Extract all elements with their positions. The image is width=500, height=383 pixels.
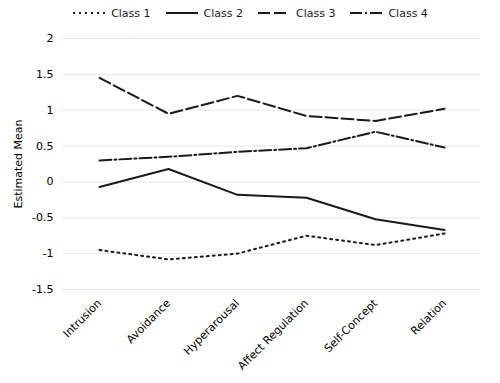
svg-text:Relation: Relation	[408, 297, 449, 338]
svg-text:1: 1	[47, 104, 54, 117]
svg-text:Self-Concept: Self-Concept	[322, 296, 381, 355]
svg-text:0.5: 0.5	[36, 140, 54, 153]
html-text:Class 4: Class 4	[388, 6, 428, 20]
svg-text:-1.5: -1.5	[32, 283, 53, 296]
svg-text:Intrusion: Intrusion	[61, 297, 105, 341]
svg-text:Affect Regulation: Affect Regulation	[235, 297, 311, 373]
html-text:Class 2: Class 2	[203, 6, 243, 20]
svg-text:-0.5: -0.5	[32, 211, 53, 224]
svg-text:Estimated Mean: Estimated Mean	[12, 119, 25, 208]
svg-text:0: 0	[47, 175, 54, 188]
svg-text:Hyperarousal: Hyperarousal	[181, 297, 242, 358]
svg-text:1.5: 1.5	[36, 68, 54, 81]
html-text:Class 3: Class 3	[296, 6, 336, 20]
svg-text:Avoidance: Avoidance	[124, 297, 173, 346]
svg-text:-1: -1	[43, 247, 54, 260]
html-text:Class 1: Class 1	[111, 6, 151, 20]
svg-text:2: 2	[47, 32, 54, 45]
